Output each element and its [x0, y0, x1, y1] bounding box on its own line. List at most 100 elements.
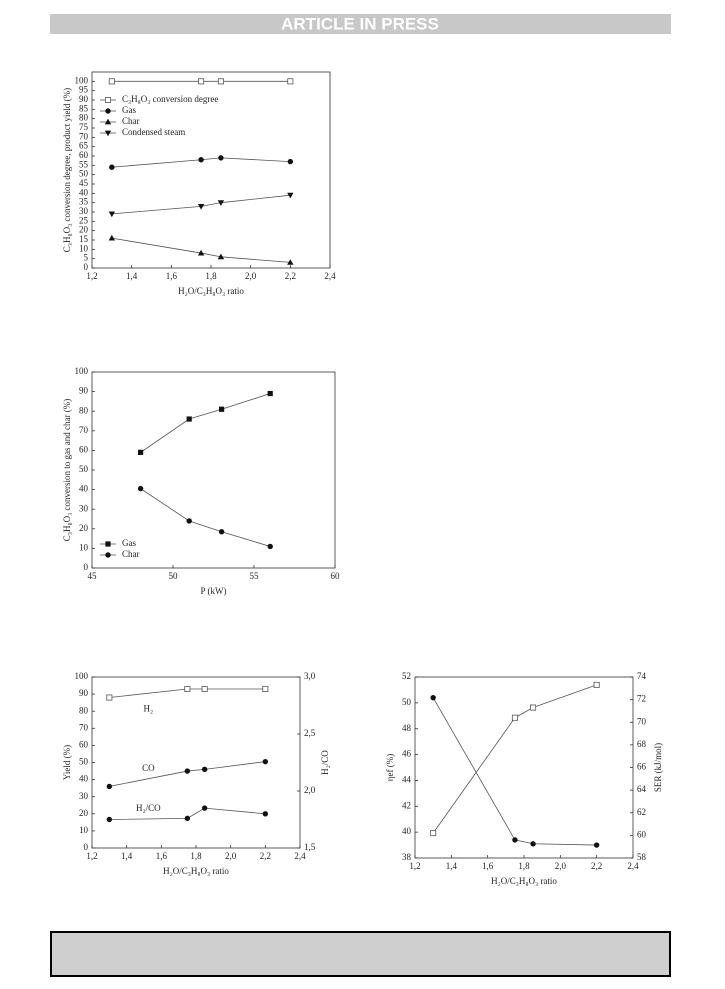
y-tick-label: 0: [84, 562, 89, 572]
x-tick-label: 55: [250, 571, 260, 581]
y-tick-label: 35: [79, 197, 89, 207]
y-tick-label: 10: [79, 243, 89, 253]
data-point: [217, 200, 225, 206]
legend-label: Gas: [122, 538, 136, 548]
y-tick-label: 40: [402, 826, 412, 836]
x-tick-label: 1,2: [409, 861, 420, 871]
legend-label: Char: [122, 116, 140, 126]
y-tick-label: 5: [84, 253, 89, 263]
y-tick-label: 65: [79, 141, 89, 151]
y2-tick-label: 64: [637, 784, 647, 794]
y-tick-label: 50: [79, 757, 89, 767]
series-annotation: H₂/CO: [136, 803, 161, 813]
data-point: [197, 249, 205, 256]
series-line: [140, 488, 271, 547]
y-tick-label: 25: [79, 215, 89, 225]
plot-frame: [91, 676, 301, 849]
data-point: [593, 681, 600, 688]
data-point: [217, 253, 225, 260]
y2-tick-label: 68: [637, 739, 647, 749]
y-tick-label: 30: [79, 206, 89, 216]
y-tick-label: 95: [79, 85, 89, 95]
y-tick-label: 100: [75, 671, 89, 681]
x-tick-label: 45: [88, 571, 98, 581]
x-tick-label: 2,4: [627, 861, 639, 871]
y-tick-label: 0: [84, 842, 89, 852]
data-point: [184, 768, 191, 774]
series-line: [109, 807, 266, 820]
data-point: [108, 234, 116, 241]
x-tick-label: 1,8: [205, 271, 217, 281]
legend-marker: [104, 130, 112, 137]
data-point: [219, 406, 225, 412]
y-tick-label: 70: [79, 425, 89, 435]
y2-tick-label: 2,5: [304, 728, 316, 738]
x-tick-label: 1,4: [121, 851, 133, 861]
data-point: [137, 485, 144, 492]
y-tick-label: 60: [79, 150, 89, 160]
x-tick-label: 2,2: [260, 851, 271, 861]
y-tick-label: 50: [402, 697, 412, 707]
y-tick-label: 75: [79, 122, 89, 132]
data-point: [287, 78, 294, 85]
x-tick-label: 1,6: [156, 851, 168, 861]
y2-tick-label: 74: [637, 671, 647, 681]
y-tick-label: 46: [402, 749, 412, 759]
y2-tick-label: 3,0: [304, 671, 316, 681]
y-tick-label: 45: [79, 178, 89, 188]
data-point: [198, 78, 205, 85]
data-point: [287, 259, 294, 265]
y-axis-label: C₃H₈O₃ conversion to gas and char (%): [62, 399, 72, 541]
series-line: [140, 393, 271, 453]
data-point: [201, 766, 208, 773]
legend-label: Char: [122, 549, 140, 559]
data-point: [593, 842, 600, 848]
series-line: [432, 684, 597, 834]
y2-tick-label: 66: [637, 762, 647, 772]
y2-axis-label: H₂/CO: [320, 750, 330, 775]
x-axis-label: H₂O/C₃H₈O₃ ratio: [178, 286, 244, 296]
data-point: [287, 158, 294, 165]
plot-frame: [414, 676, 634, 859]
footer-box: [50, 931, 671, 977]
series-annotation: CO: [142, 763, 155, 773]
data-point: [186, 416, 192, 422]
legend-marker: [105, 108, 111, 114]
y2-tick-label: 1,5: [304, 842, 316, 852]
x-axis-label: H₂O/C₃H₈O₃ ratio: [163, 866, 229, 876]
legend-marker: [105, 97, 112, 104]
y-tick-label: 10: [79, 825, 89, 835]
series-line: [109, 761, 266, 787]
y-tick-label: 70: [79, 722, 89, 732]
y2-tick-label: 70: [637, 716, 647, 726]
data-point: [262, 758, 269, 765]
x-tick-label: 2,2: [285, 271, 296, 281]
data-point: [430, 830, 437, 837]
x-tick-label: 2,4: [324, 271, 336, 281]
legend-label: C₃H₈O₃ conversion degree: [122, 94, 218, 104]
x-tick-label: 2,2: [591, 861, 602, 871]
y-tick-label: 80: [79, 405, 89, 415]
data-point: [198, 157, 204, 163]
y2-tick-label: 2,0: [304, 785, 316, 795]
x-tick-label: 2,0: [225, 851, 237, 861]
series-line: [111, 157, 291, 168]
data-point: [201, 685, 208, 692]
data-point: [218, 155, 224, 161]
x-tick-label: 1,2: [86, 851, 97, 861]
data-point: [530, 841, 536, 847]
y-tick-label: 42: [402, 800, 411, 810]
legend-marker: [105, 541, 111, 547]
y-tick-label: 100: [75, 75, 89, 85]
y2-tick-label: 72: [637, 694, 646, 704]
y-tick-label: 50: [79, 169, 89, 179]
y-tick-label: 30: [79, 791, 89, 801]
legend-marker: [104, 118, 112, 125]
y-axis-label: ηef (%): [385, 754, 395, 781]
y-tick-label: 15: [79, 234, 89, 244]
series-line: [432, 697, 597, 846]
data-point: [108, 78, 115, 85]
y2-tick-label: 62: [637, 807, 646, 817]
header-bar: [50, 14, 671, 34]
